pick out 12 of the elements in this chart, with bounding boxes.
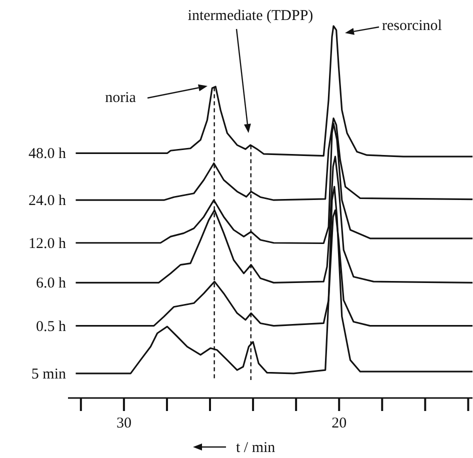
annotation: noria [105,90,136,106]
series-label: 48.0 h [28,146,66,162]
series-label: 6.0 h [36,276,66,292]
series-label: 0.5 h [36,318,66,335]
x-tick-label: 30 [116,416,132,432]
x-axis-title: t / min [236,440,276,456]
series-label: 24.0 h [28,193,66,210]
text: intermediate (TDPP) [188,8,314,24]
series-label: 5 min [31,366,66,382]
series-label: 12.0 h [28,236,66,252]
x-tick-label: 20 [332,416,347,432]
annotation: resorcinol [382,18,442,34]
